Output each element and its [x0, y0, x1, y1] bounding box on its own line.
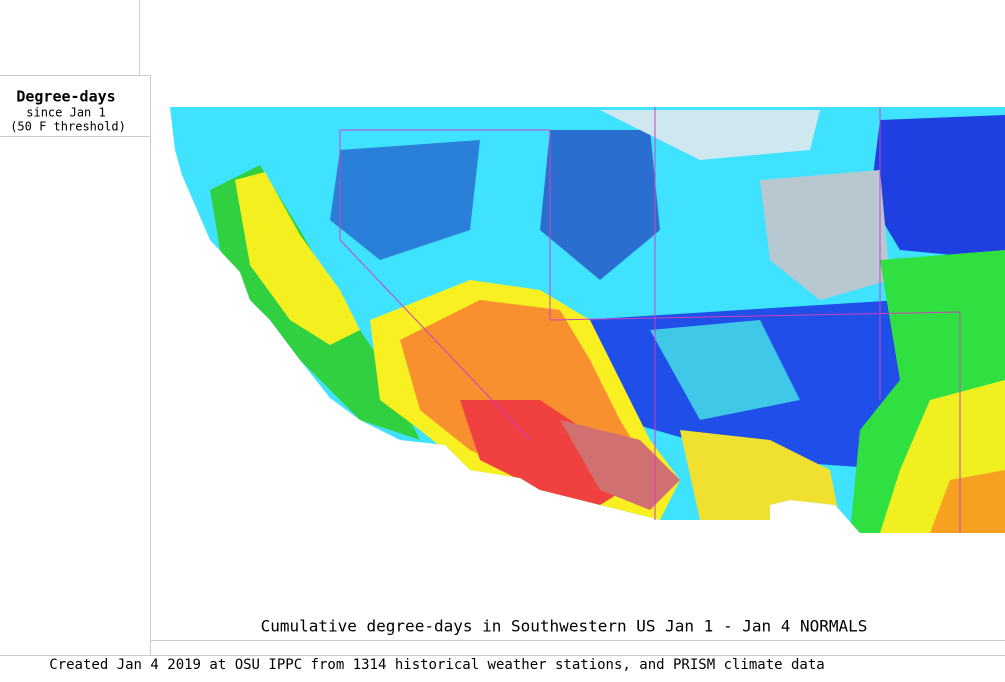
map-caption: Cumulative degree-days in Southwestern U…: [261, 617, 868, 636]
frame: [0, 0, 1005, 656]
state-borders: [339, 107, 961, 533]
legend-title: Degree-days: [16, 88, 115, 106]
legend-threshold: (50 F threshold): [10, 120, 126, 134]
degree-day-map: [170, 107, 1005, 533]
footer-credit: Created Jan 4 2019 at OSU IPPC from 1314…: [49, 657, 824, 673]
legend-subtitle: since Jan 1: [26, 106, 105, 120]
